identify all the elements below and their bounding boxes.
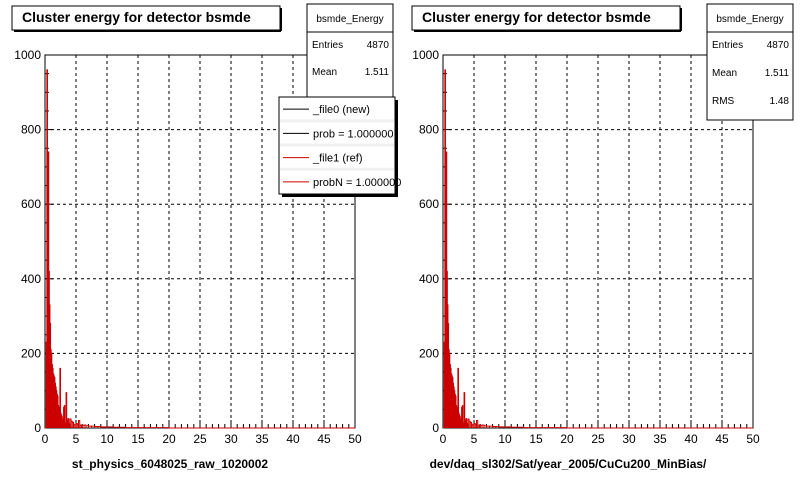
stats-row-value: 1.511 bbox=[365, 67, 390, 78]
stats-row-label: Entries bbox=[312, 40, 343, 51]
x-tick-label: 35 bbox=[255, 432, 269, 446]
stats-row-value: 1.511 bbox=[765, 68, 790, 79]
x-tick-label: 0 bbox=[42, 432, 49, 446]
legend-entry-label: probN = 1.000000 bbox=[313, 177, 401, 189]
x-tick-label: 0 bbox=[440, 432, 447, 446]
chart-title: Cluster energy for detector bsmde bbox=[22, 9, 251, 25]
x-tick-label: 45 bbox=[317, 432, 331, 446]
x-tick-label: 50 bbox=[746, 432, 760, 446]
x-tick-label: 10 bbox=[498, 432, 512, 446]
x-tick-label: 20 bbox=[560, 432, 574, 446]
y-tick-label: 1000 bbox=[412, 48, 439, 62]
x-tick-label: 5 bbox=[73, 432, 80, 446]
legend-entry-label: _file0 (new) bbox=[312, 104, 370, 116]
y-tick-label: 1000 bbox=[14, 48, 41, 62]
x-tick-label: 45 bbox=[715, 432, 729, 446]
stats-name: bsmde_Energy bbox=[316, 14, 383, 25]
x-axis-label: st_physics_6048025_raw_1020002 bbox=[72, 457, 268, 471]
histogram-panel-1: 0 5 10 15 20 25 30 35 40 45 50 0 200 400 600 800 1000 Clu… bbox=[11, 3, 401, 471]
y-tick-label: 800 bbox=[419, 123, 439, 137]
x-tick-label: 15 bbox=[529, 432, 543, 446]
y-tick-label: 400 bbox=[419, 272, 439, 286]
y-tick-label: 0 bbox=[34, 421, 41, 435]
x-tick-label: 30 bbox=[224, 432, 238, 446]
x-tick-label: 20 bbox=[162, 432, 176, 446]
x-tick-label: 10 bbox=[100, 432, 114, 446]
y-tick-label: 800 bbox=[21, 123, 41, 137]
y-tick-label: 200 bbox=[419, 346, 439, 360]
x-tick-label: 40 bbox=[684, 432, 698, 446]
stats-row-label: RMS bbox=[712, 96, 735, 107]
x-tick-label: 25 bbox=[591, 432, 605, 446]
x-tick-label: 30 bbox=[622, 432, 636, 446]
stats-box bbox=[706, 3, 794, 121]
legend-row-separator bbox=[280, 143, 394, 147]
y-tick-label: 200 bbox=[21, 346, 41, 360]
x-tick-label: 50 bbox=[348, 432, 362, 446]
chart-title: Cluster energy for detector bsmde bbox=[422, 9, 651, 25]
stats-box bbox=[306, 3, 394, 105]
y-tick-label: 600 bbox=[21, 197, 41, 211]
legend-entry-label: _file1 (ref) bbox=[312, 153, 363, 165]
stats-name: bsmde_Energy bbox=[716, 14, 783, 25]
x-tick-label: 15 bbox=[131, 432, 145, 446]
stats-row-label: Mean bbox=[312, 67, 337, 78]
stats-row-value: 4870 bbox=[767, 40, 790, 51]
x-tick-label: 35 bbox=[653, 432, 667, 446]
title-box bbox=[11, 5, 281, 31]
histogram-panel-2: 0 5 10 15 20 25 30 35 40 45 50 0 200 400 600 800 1000 Clu… bbox=[411, 3, 794, 471]
legend-row-separator bbox=[280, 119, 394, 123]
x-axis-label: dev/daq_sl302/Sat/year_2005/CuCu200_MinB… bbox=[430, 457, 707, 471]
stats-row-value: 1.48 bbox=[770, 96, 790, 107]
stats-row-label: Entries bbox=[712, 40, 743, 51]
legend-entry-label: prob = 1.000000 bbox=[313, 128, 393, 140]
legend-row-separator bbox=[280, 167, 394, 171]
x-tick-label: 40 bbox=[286, 432, 300, 446]
x-tick-label: 5 bbox=[471, 432, 478, 446]
y-tick-label: 0 bbox=[432, 421, 439, 435]
stats-row-label: Mean bbox=[712, 68, 737, 79]
y-tick-label: 600 bbox=[419, 197, 439, 211]
y-tick-label: 400 bbox=[21, 272, 41, 286]
x-tick-label: 25 bbox=[193, 432, 207, 446]
stats-row-value: 4870 bbox=[367, 40, 390, 51]
